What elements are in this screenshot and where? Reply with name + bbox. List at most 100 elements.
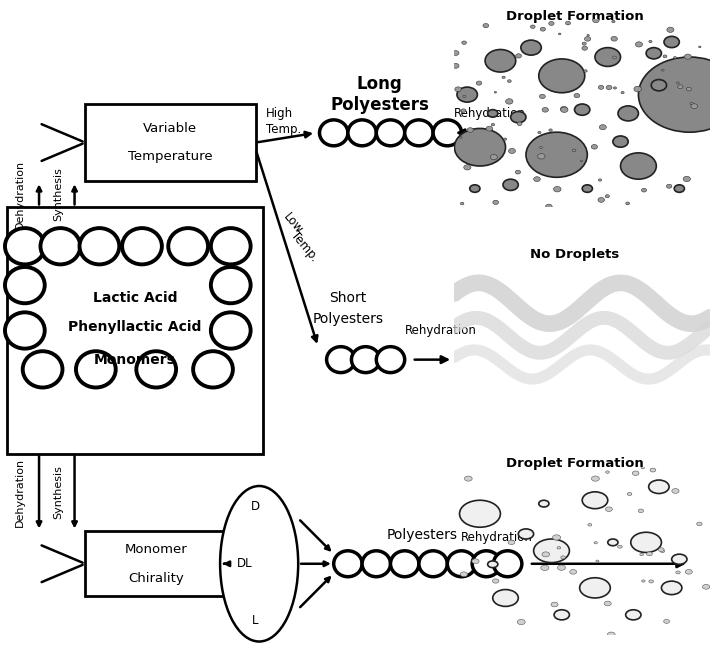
Circle shape <box>630 532 662 553</box>
Circle shape <box>534 177 540 181</box>
Circle shape <box>574 104 590 115</box>
Text: Synthesis: Synthesis <box>53 167 63 222</box>
Circle shape <box>526 132 587 178</box>
Circle shape <box>80 228 119 264</box>
Circle shape <box>515 170 520 174</box>
Text: Dehydration: Dehydration <box>15 160 25 229</box>
Circle shape <box>635 41 643 47</box>
Circle shape <box>376 347 405 373</box>
Circle shape <box>518 529 534 539</box>
Circle shape <box>460 572 468 577</box>
Circle shape <box>122 228 162 264</box>
Text: Monomer: Monomer <box>125 543 187 556</box>
Circle shape <box>608 539 618 546</box>
Circle shape <box>462 109 466 112</box>
Text: DL: DL <box>237 557 253 570</box>
Text: Rehydration: Rehydration <box>454 107 526 120</box>
Circle shape <box>685 570 692 574</box>
Circle shape <box>472 551 501 577</box>
Circle shape <box>460 137 462 138</box>
Circle shape <box>5 312 45 349</box>
Circle shape <box>211 267 251 303</box>
Circle shape <box>606 86 612 89</box>
Circle shape <box>557 565 565 570</box>
Circle shape <box>676 571 680 574</box>
Circle shape <box>638 509 643 513</box>
Circle shape <box>452 64 459 68</box>
Circle shape <box>470 185 480 192</box>
Circle shape <box>530 25 535 29</box>
Circle shape <box>503 138 507 140</box>
Circle shape <box>454 128 506 166</box>
Circle shape <box>605 194 609 198</box>
Circle shape <box>647 552 652 556</box>
Circle shape <box>684 54 692 59</box>
Circle shape <box>572 149 576 152</box>
Circle shape <box>678 85 683 89</box>
Circle shape <box>539 59 585 93</box>
Circle shape <box>76 351 116 388</box>
Text: Monomers: Monomers <box>94 353 176 367</box>
Circle shape <box>561 556 565 559</box>
Text: Polyesters: Polyesters <box>312 312 383 326</box>
Circle shape <box>488 561 498 568</box>
Circle shape <box>598 198 604 202</box>
Text: Polyesters: Polyesters <box>330 96 430 114</box>
Circle shape <box>690 102 693 105</box>
Circle shape <box>691 104 697 109</box>
Circle shape <box>606 507 612 511</box>
Circle shape <box>476 81 482 85</box>
Circle shape <box>677 82 679 84</box>
Circle shape <box>580 160 582 161</box>
Text: Long: Long <box>357 75 403 93</box>
Text: Droplet Formation: Droplet Formation <box>506 10 644 23</box>
Circle shape <box>674 56 677 58</box>
Circle shape <box>502 76 505 78</box>
Text: Dehydration: Dehydration <box>15 458 25 527</box>
Circle shape <box>348 120 376 146</box>
Circle shape <box>541 565 549 570</box>
Circle shape <box>457 87 477 102</box>
Circle shape <box>649 40 652 43</box>
Circle shape <box>463 95 466 97</box>
Circle shape <box>327 347 355 373</box>
Circle shape <box>584 70 587 72</box>
Text: Chirality: Chirality <box>129 572 184 584</box>
Circle shape <box>566 21 570 25</box>
Circle shape <box>467 128 474 132</box>
Circle shape <box>651 80 667 91</box>
Text: Temp.: Temp. <box>288 229 320 264</box>
Circle shape <box>574 93 580 98</box>
Circle shape <box>561 107 568 113</box>
Circle shape <box>674 185 684 192</box>
Circle shape <box>683 176 690 181</box>
Circle shape <box>551 602 558 607</box>
Circle shape <box>606 471 609 473</box>
Circle shape <box>613 56 616 59</box>
Circle shape <box>611 36 618 41</box>
Circle shape <box>608 632 615 637</box>
Circle shape <box>612 20 615 23</box>
Circle shape <box>633 471 639 476</box>
Circle shape <box>515 54 521 58</box>
Ellipse shape <box>220 486 298 642</box>
Circle shape <box>376 120 405 146</box>
Circle shape <box>613 136 628 147</box>
Text: Temp.: Temp. <box>266 123 302 136</box>
Circle shape <box>483 23 488 28</box>
Circle shape <box>518 619 525 625</box>
Circle shape <box>405 120 433 146</box>
Circle shape <box>604 601 611 606</box>
Circle shape <box>491 154 498 159</box>
Circle shape <box>667 27 674 32</box>
Circle shape <box>5 228 45 264</box>
Circle shape <box>23 351 62 388</box>
Circle shape <box>599 86 604 89</box>
Text: Temperature: Temperature <box>128 150 213 163</box>
Circle shape <box>320 120 348 146</box>
Circle shape <box>672 489 679 493</box>
Circle shape <box>613 87 616 89</box>
Text: High: High <box>266 107 293 120</box>
Circle shape <box>193 351 233 388</box>
Circle shape <box>488 110 498 117</box>
